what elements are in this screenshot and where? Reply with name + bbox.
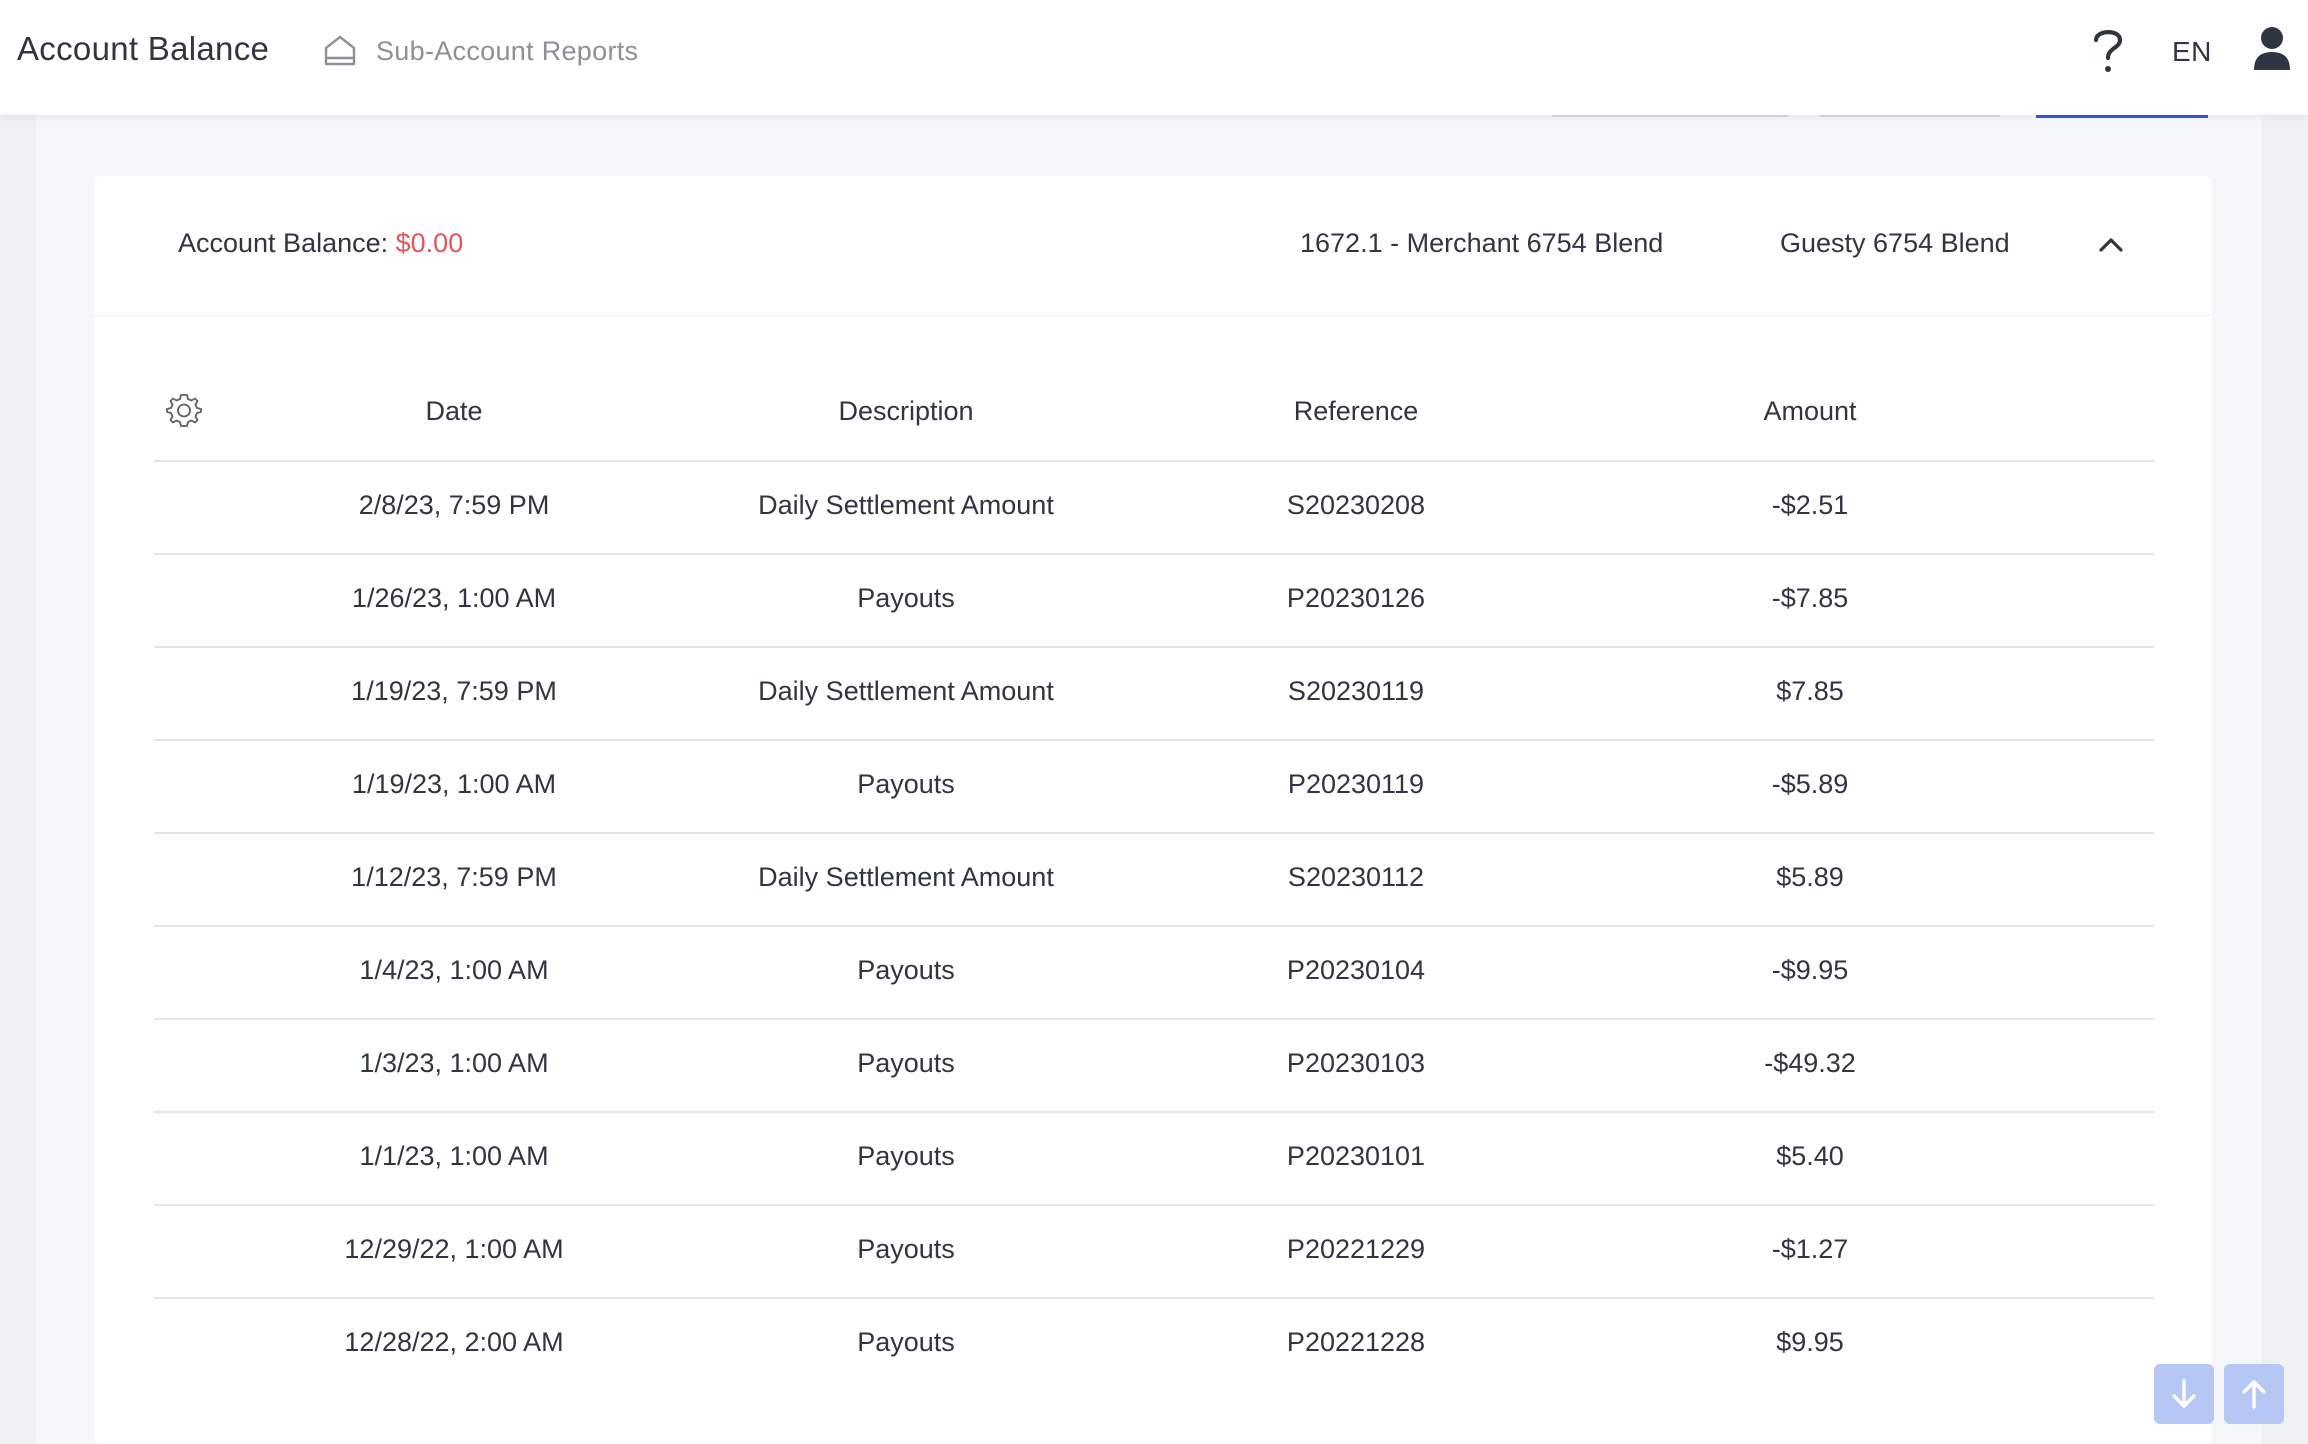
- column-header-amount[interactable]: Amount: [1763, 396, 1857, 426]
- cell-date: 2/8/23, 7:59 PM: [358, 490, 550, 520]
- cell-reference: P20221228: [1286, 1327, 1426, 1357]
- column-header-date[interactable]: Date: [425, 396, 483, 426]
- tab-underline-active: [2036, 115, 2208, 118]
- balance-label: Account Balance:: [178, 228, 396, 258]
- cell-reference: P20230104: [1286, 955, 1426, 985]
- gear-icon[interactable]: [166, 392, 202, 428]
- arrow-down-icon: [2172, 1379, 2196, 1408]
- cell-amount: -$9.95: [1771, 955, 1849, 985]
- account-balance-summary: Account Balance: $0.00: [178, 228, 463, 259]
- cell-description: Payouts: [857, 583, 955, 613]
- page-title: Account Balance: [17, 30, 270, 67]
- cell-description: Payouts: [857, 769, 955, 799]
- cell-date: 1/3/23, 1:00 AM: [359, 1048, 549, 1078]
- language-selector[interactable]: EN: [2172, 36, 2212, 67]
- transactions-table: Date Description Reference Amount 2/8/23…: [154, 374, 2154, 1392]
- cell-reference: S20230112: [1287, 862, 1425, 892]
- cell-description: Payouts: [857, 1327, 955, 1357]
- table-row[interactable]: 1/19/23, 7:59 PM Daily Settlement Amount…: [154, 648, 2154, 741]
- scroll-down-button[interactable]: [2154, 1364, 2214, 1424]
- home-outline-icon[interactable]: [322, 32, 358, 68]
- cell-amount: $5.89: [1776, 862, 1844, 892]
- cell-description: Daily Settlement Amount: [758, 490, 1054, 520]
- tab-underline-strip: [0, 115, 2308, 119]
- cell-date: 1/1/23, 1:00 AM: [359, 1141, 549, 1171]
- cell-description: Payouts: [857, 1141, 955, 1171]
- cell-reference: P20230119: [1287, 769, 1425, 799]
- cell-amount: -$2.51: [1771, 490, 1849, 520]
- cell-reference: P20221229: [1286, 1234, 1426, 1264]
- cell-amount: $9.95: [1776, 1327, 1844, 1357]
- table-row[interactable]: 1/26/23, 1:00 AM Payouts P20230126 -$7.8…: [154, 555, 2154, 648]
- cell-description: Payouts: [857, 1234, 955, 1264]
- balance-value: $0.00: [395, 228, 464, 258]
- cell-amount: -$7.85: [1771, 583, 1849, 613]
- table-row[interactable]: 1/3/23, 1:00 AM Payouts P20230103 -$49.3…: [154, 1020, 2154, 1113]
- cell-date: 1/4/23, 1:00 AM: [359, 955, 549, 985]
- table-header: Date Description Reference Amount: [154, 374, 2154, 462]
- top-bar: Account Balance Sub-Account Reports EN: [0, 0, 2308, 115]
- table-row[interactable]: 1/4/23, 1:00 AM Payouts P20230104 -$9.95: [154, 927, 2154, 1020]
- cell-description: Payouts: [857, 1048, 955, 1078]
- cell-date: 1/19/23, 1:00 AM: [351, 769, 557, 799]
- merchant-name: 1672.1 - Merchant 6754 Blend: [1300, 228, 1664, 258]
- cell-description: Payouts: [857, 955, 955, 985]
- cell-date: 12/29/22, 1:00 AM: [344, 1234, 564, 1264]
- cell-amount: -$5.89: [1771, 769, 1849, 799]
- card-header[interactable]: Account Balance: $0.00 1672.1 - Merchant…: [94, 176, 2212, 316]
- account-balance-card: Account Balance: $0.00 1672.1 - Merchant…: [94, 176, 2212, 1444]
- user-icon[interactable]: [2252, 26, 2292, 72]
- cell-amount: -$49.32: [1764, 1048, 1856, 1078]
- cell-reference: S20230208: [1286, 490, 1426, 520]
- table-row[interactable]: 1/1/23, 1:00 AM Payouts P20230101 $5.40: [154, 1113, 2154, 1206]
- scroll-up-button[interactable]: [2224, 1364, 2284, 1424]
- tab-underline: [1820, 115, 2000, 117]
- cell-description: Daily Settlement Amount: [758, 676, 1054, 706]
- cell-reference: P20230126: [1286, 583, 1426, 613]
- cell-amount: $7.85: [1776, 676, 1844, 706]
- cell-date: 12/28/22, 2:00 AM: [344, 1327, 564, 1357]
- table-row[interactable]: 1/12/23, 7:59 PM Daily Settlement Amount…: [154, 834, 2154, 927]
- cell-date: 1/26/23, 1:00 AM: [351, 583, 557, 613]
- question-mark-icon[interactable]: [2090, 26, 2126, 76]
- cell-date: 1/19/23, 7:59 PM: [351, 676, 557, 706]
- table-row[interactable]: 12/29/22, 1:00 AM Payouts P20221229 -$1.…: [154, 1206, 2154, 1299]
- chevron-up-icon[interactable]: [2094, 228, 2128, 262]
- table-row[interactable]: 2/8/23, 7:59 PM Daily Settlement Amount …: [154, 462, 2154, 555]
- cell-amount: $5.40: [1776, 1141, 1844, 1171]
- column-header-description[interactable]: Description: [838, 396, 974, 426]
- table-row[interactable]: 1/19/23, 1:00 AM Payouts P20230119 -$5.8…: [154, 741, 2154, 834]
- tab-underline: [1552, 115, 1788, 117]
- cell-reference: P20230103: [1286, 1048, 1426, 1078]
- column-header-reference[interactable]: Reference: [1293, 396, 1419, 426]
- company-name: Guesty 6754 Blend: [1780, 228, 2010, 258]
- cell-reference: P20230101: [1286, 1141, 1426, 1171]
- breadcrumb-sub-account-reports[interactable]: Sub-Account Reports: [376, 36, 639, 66]
- cell-reference: S20230119: [1287, 676, 1425, 706]
- cell-amount: -$1.27: [1771, 1234, 1849, 1264]
- cell-description: Daily Settlement Amount: [758, 862, 1054, 892]
- table-row[interactable]: 12/28/22, 2:00 AM Payouts P20221228 $9.9…: [154, 1299, 2154, 1392]
- cell-date: 1/12/23, 7:59 PM: [351, 862, 557, 892]
- arrow-up-icon: [2242, 1380, 2266, 1409]
